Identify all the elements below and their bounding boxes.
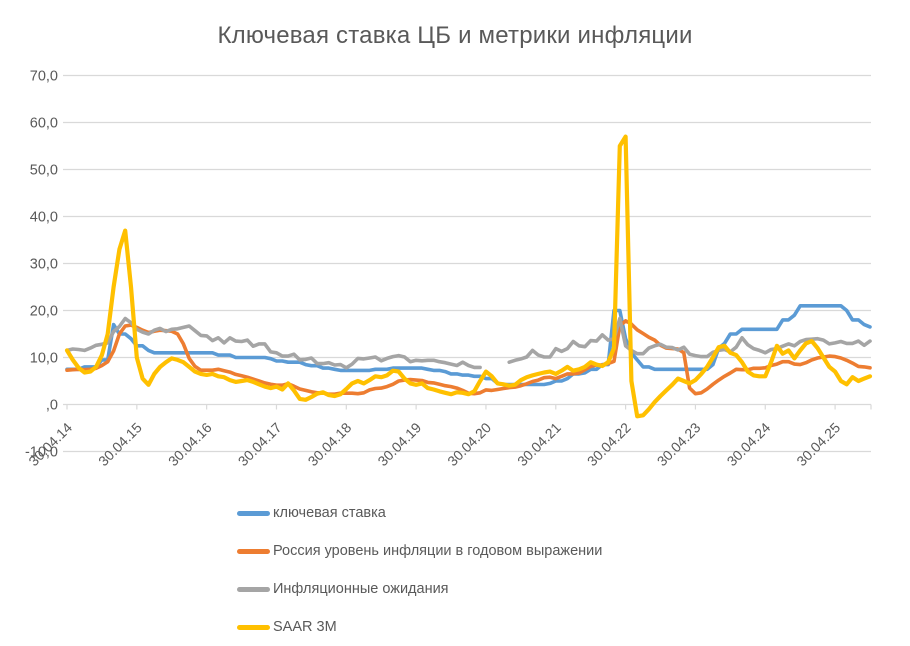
legend-label: Инфляционные ожидания [273,581,449,597]
series-line-0 [65,304,872,387]
legend-label: SAAR 3M [273,619,337,635]
y-axis-label: 10,0 [30,351,58,367]
legend-item: ключевая ставка [237,494,602,532]
x-axis-label: 30.04.24 [724,419,774,469]
legend-line-swatch-icon [237,548,270,554]
legend-line-swatch-icon [237,624,270,630]
legend-label: Россия уровень инфляции в годовом выраже… [273,543,603,559]
legend-line-swatch-icon [237,586,270,592]
y-axis-label: 30,0 [30,257,58,273]
y-axis-label: 60,0 [30,116,58,132]
y-axis-label: 50,0 [30,163,58,179]
x-axis-label: 30.04.23 [654,419,704,469]
series-line-3 [64,134,873,419]
x-axis-label: 30.04.19 [374,419,424,469]
y-axis-label: 20,0 [30,304,58,320]
legend: ключевая ставка Россия уровень инфляции в… [237,494,602,646]
x-axis-label: 30.04.16 [165,419,215,469]
y-axis-label: ,0 [46,398,58,414]
legend-item: Россия уровень инфляции в годовом выраже… [237,532,602,570]
chart-title: Ключевая ставка ЦБ и метрики инфляции [217,22,693,49]
line-chart-plot-area: 70,0 60,0 50,0 40,0 30,0 20,0 10,0 ,0 -10,0 30.04… [25,69,873,469]
x-axis-label: 30.04.21 [514,419,564,469]
y-axis-label: -10,0 [25,445,58,461]
legend-line-swatch-icon [237,510,270,516]
y-axis-label: 40,0 [30,210,58,226]
series-line-2 [65,316,872,370]
x-axis-label: 30.04.17 [235,419,285,469]
y-axis-label: 70,0 [30,69,58,85]
legend-item: Инфляционные ожидания [237,570,602,608]
x-axis-label: 30.04.18 [305,419,355,469]
x-axis-label: 30.04.20 [444,419,494,469]
x-axis-label: 30.04.22 [584,419,634,469]
x-axis-label: 30.04.25 [793,419,843,469]
legend-item: SAAR 3M [237,608,602,646]
legend-label: ключевая ставка [273,505,386,521]
x-axis-label: 30.04.15 [95,419,145,469]
